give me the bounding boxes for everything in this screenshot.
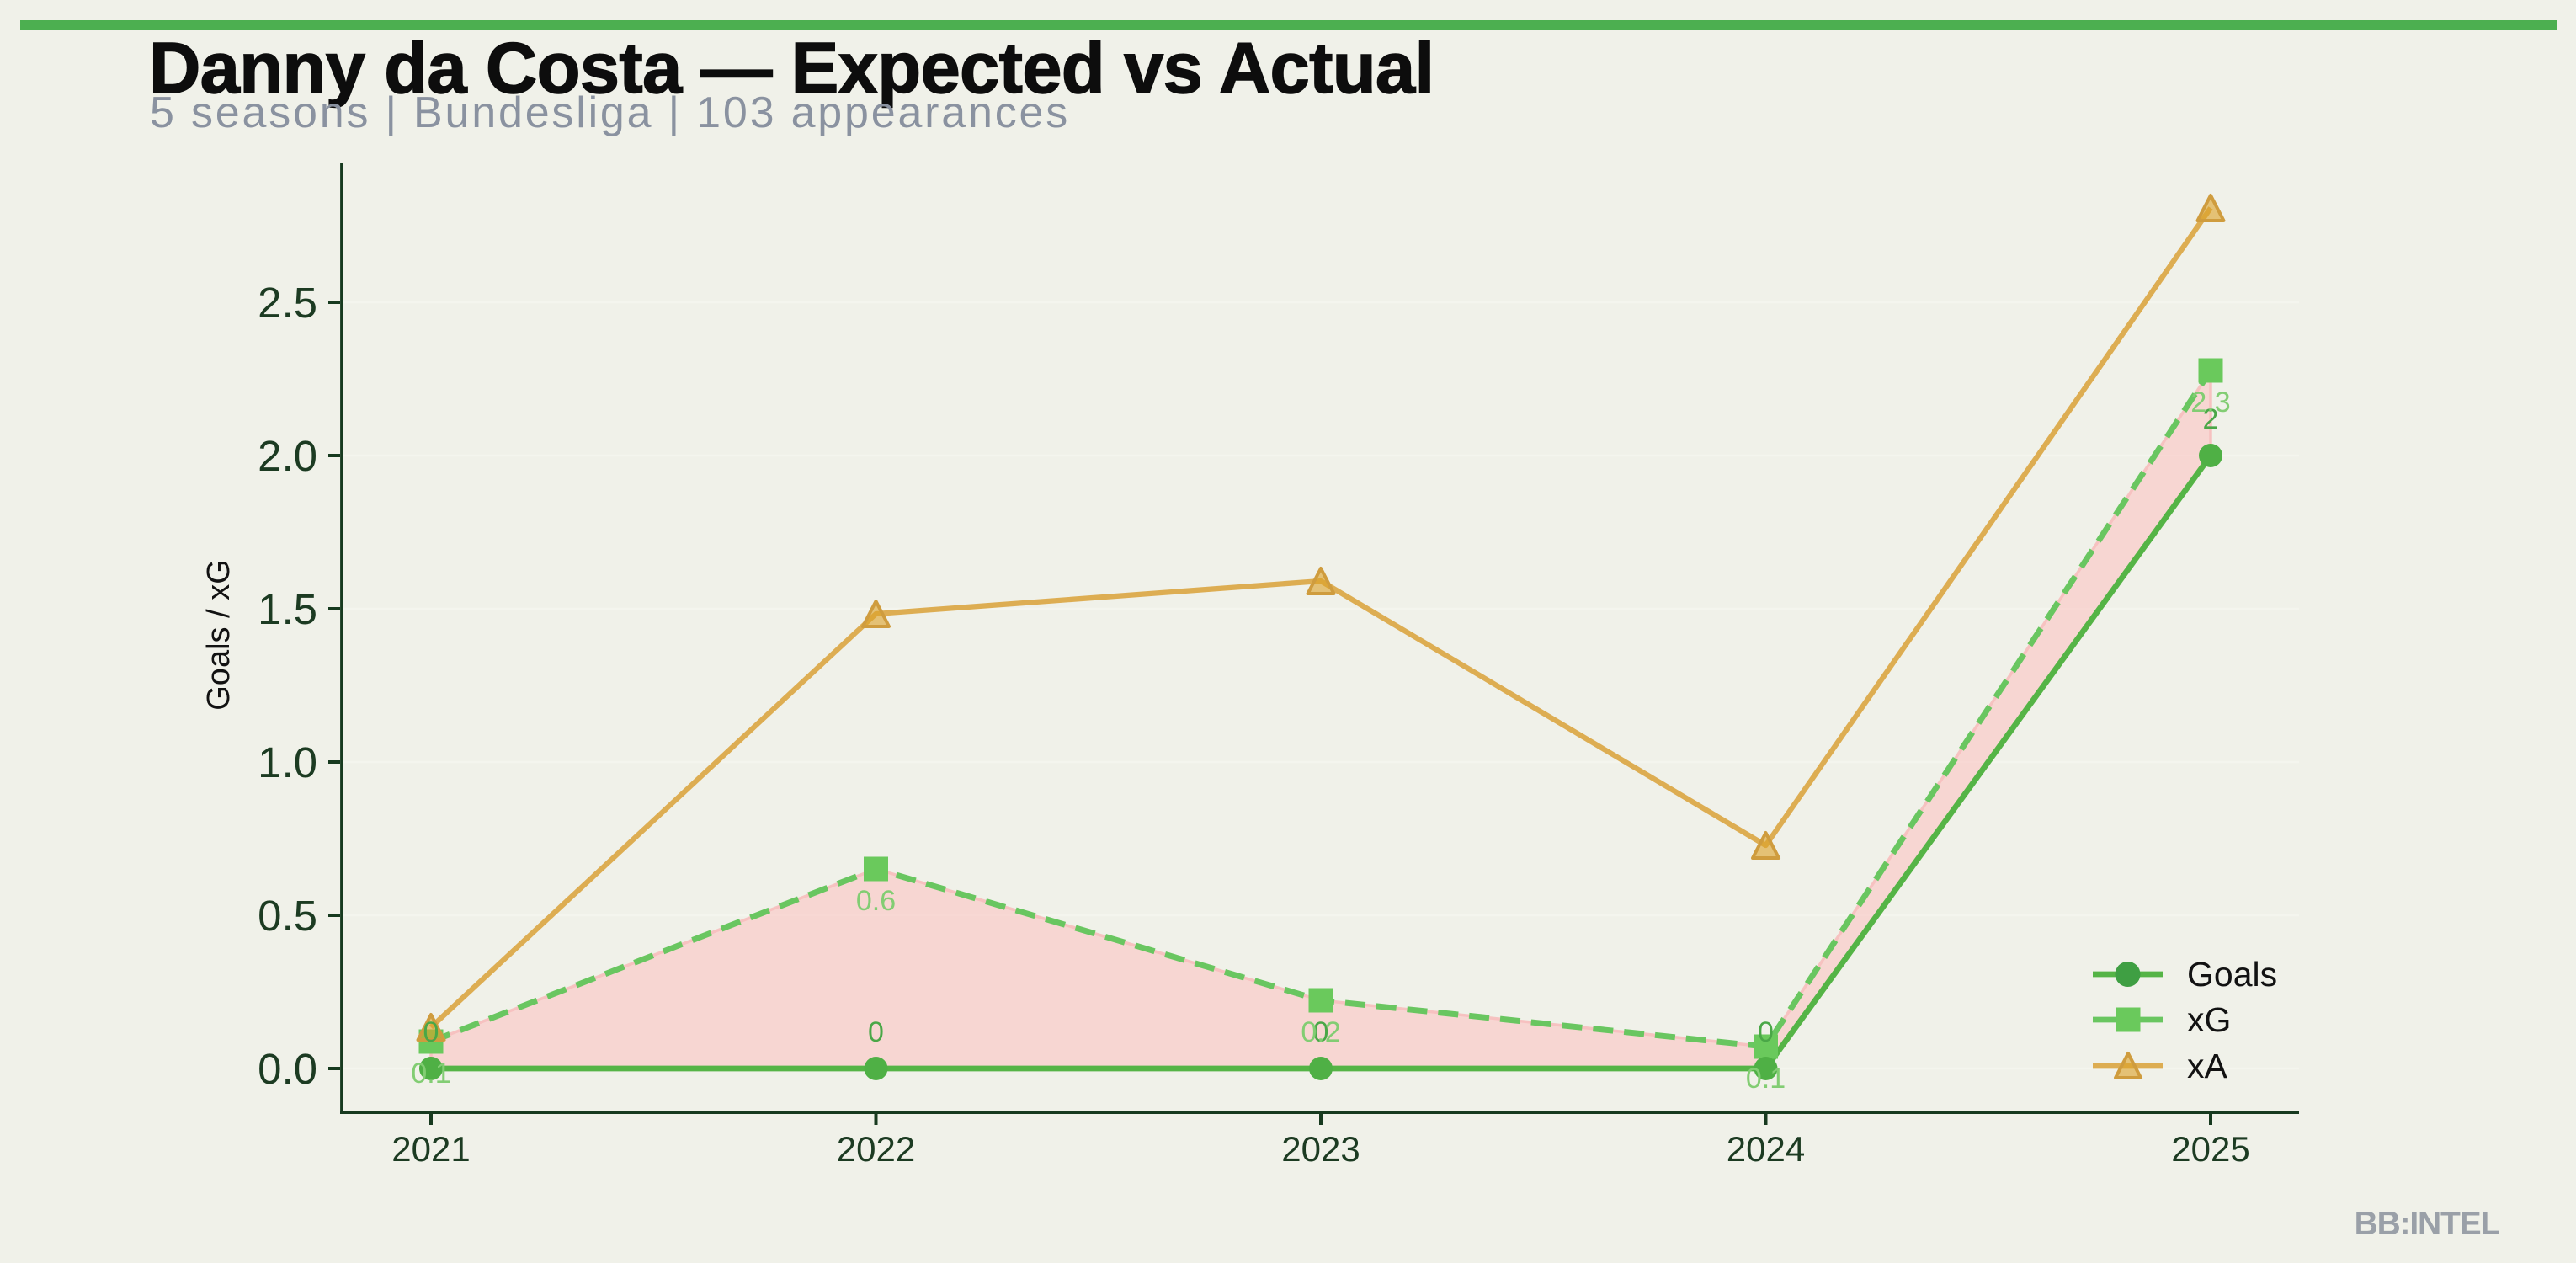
svg-text:2025: 2025: [2171, 1129, 2249, 1169]
svg-text:2: 2: [2203, 403, 2219, 435]
svg-text:1.5: 1.5: [258, 585, 317, 633]
svg-text:2023: 2023: [1281, 1129, 1360, 1169]
svg-text:0.1: 0.1: [1746, 1063, 1786, 1095]
svg-text:0.2: 0.2: [1301, 1016, 1340, 1048]
svg-text:xG: xG: [2187, 1000, 2231, 1039]
svg-text:2.3: 2.3: [2190, 386, 2230, 418]
svg-text:1.0: 1.0: [258, 738, 317, 786]
svg-text:2.0: 2.0: [258, 432, 317, 480]
svg-text:2.5: 2.5: [258, 279, 317, 327]
svg-text:0.5: 0.5: [258, 892, 317, 940]
svg-text:0: 0: [1313, 1016, 1329, 1048]
svg-text:0: 0: [1758, 1016, 1774, 1048]
svg-text:0.6: 0.6: [856, 885, 896, 917]
svg-text:2021: 2021: [391, 1129, 470, 1169]
svg-text:Goals / xG: Goals / xG: [201, 559, 237, 711]
svg-text:0: 0: [868, 1016, 884, 1048]
svg-text:0.1: 0.1: [411, 1058, 450, 1090]
svg-text:0: 0: [423, 1016, 439, 1048]
svg-text:xA: xA: [2187, 1047, 2228, 1085]
svg-text:2024: 2024: [1727, 1129, 1805, 1169]
svg-text:Goals: Goals: [2187, 955, 2277, 994]
svg-text:2022: 2022: [837, 1129, 915, 1169]
svg-text:0.0: 0.0: [258, 1045, 317, 1093]
